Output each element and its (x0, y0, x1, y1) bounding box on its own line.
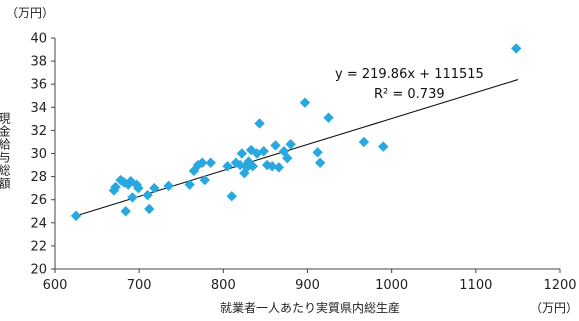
data-points (70, 43, 522, 222)
data-point (127, 192, 138, 203)
data-point (125, 176, 136, 187)
data-point (222, 161, 233, 172)
y-tick-label: 40 (30, 32, 47, 47)
data-point (278, 145, 290, 157)
y-tick-label: 30 (30, 147, 47, 162)
x-axis-title: 就業者一人あたり実質県内総生産 (220, 300, 400, 315)
y-axis-unit: （万円） (6, 6, 54, 20)
y-tick-label: 26 (30, 193, 47, 208)
x-tick-label: 1200 (543, 278, 576, 293)
data-point (236, 148, 248, 159)
data-point (163, 180, 174, 192)
data-point (197, 157, 208, 168)
data-point (266, 161, 278, 172)
x-tick-label: 900 (295, 278, 320, 293)
x-tick-label: 1100 (459, 278, 492, 293)
x-tick-label: 1000 (375, 278, 408, 293)
trendline (75, 79, 519, 217)
data-point (110, 181, 121, 193)
y-tick-label: 24 (30, 216, 47, 231)
y-tick-label: 32 (30, 124, 47, 139)
y-tick-label: 34 (30, 101, 47, 116)
trendline-equation: y = 219.86x + 111515 (335, 67, 484, 82)
y-tick-label: 28 (30, 170, 47, 185)
data-point (282, 152, 293, 164)
data-point (184, 179, 195, 190)
data-point (270, 140, 281, 151)
x-axis-ticks: 600 700 800 900 1000 1100 1200 (43, 269, 577, 293)
data-point (226, 191, 237, 202)
data-point (70, 210, 82, 222)
data-point (254, 118, 265, 129)
data-point (205, 157, 216, 168)
data-point (511, 43, 522, 54)
y-tick-label: 36 (30, 78, 47, 93)
data-point (378, 141, 389, 152)
data-point (118, 177, 130, 188)
data-point (133, 182, 144, 194)
data-point (258, 145, 269, 157)
x-tick-label: 600 (43, 278, 68, 293)
data-point (144, 203, 155, 215)
data-point (314, 157, 326, 168)
data-point (245, 144, 257, 156)
data-point (299, 97, 311, 108)
data-point (199, 174, 211, 186)
data-point (323, 112, 334, 123)
y-tick-label: 20 (30, 263, 47, 278)
data-point (251, 148, 263, 159)
data-point (312, 147, 323, 158)
x-tick-label: 800 (211, 278, 236, 293)
data-point (149, 182, 160, 194)
data-point (273, 162, 285, 173)
x-axis-unit: （万円） (530, 301, 578, 315)
data-point (247, 161, 258, 172)
x-tick-label: 700 (127, 278, 152, 293)
data-point (115, 174, 126, 186)
data-point (120, 206, 131, 217)
data-point (142, 189, 153, 201)
y-axis-ticks: 20 22 24 26 28 30 32 34 36 38 40 (30, 32, 55, 278)
y-tick-label: 22 (30, 239, 47, 254)
data-point (285, 139, 296, 150)
y-axis-title: 現金給与総額 (0, 112, 11, 190)
trendline-r-squared: R² = 0.739 (374, 87, 445, 102)
y-tick-label: 38 (30, 55, 47, 70)
data-point (358, 136, 370, 148)
